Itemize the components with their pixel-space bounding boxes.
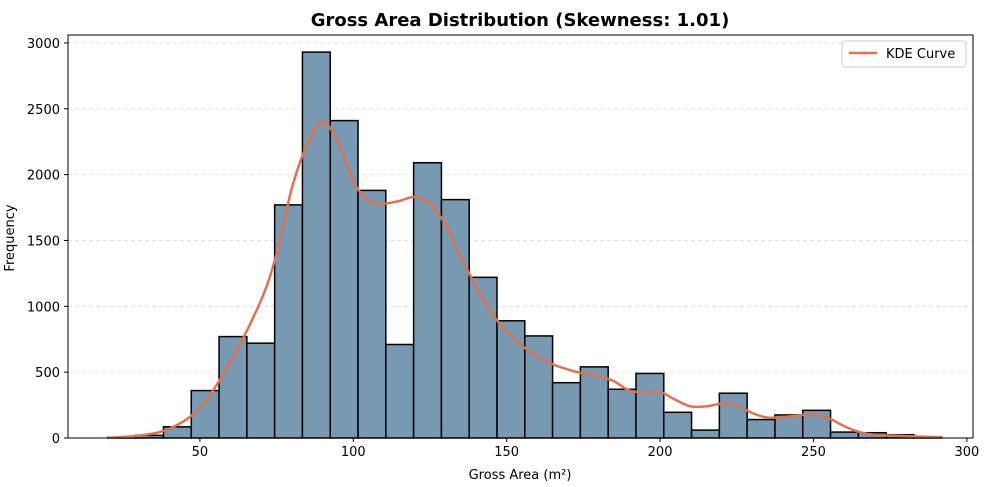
x-axis-label: Gross Area (m²) (469, 468, 572, 483)
histogram-bar (635, 372, 665, 439)
legend: KDE Curve (841, 40, 967, 68)
histogram-bar (246, 342, 276, 439)
y-tick-label: 2000 (27, 169, 60, 184)
histogram-bar (746, 418, 776, 439)
histogram-bar (357, 189, 387, 439)
plot-frame (67, 34, 974, 439)
y-tick-label: 3000 (27, 37, 60, 52)
legend-label-kde: KDE Curve (886, 47, 955, 62)
ticks-layer: 50 100 150 200 250 30005001000150020002500300… (27, 37, 979, 460)
x-tick-label: 50 (192, 445, 209, 460)
y-tick-label: 0 (52, 432, 60, 447)
bars-layer (107, 51, 943, 439)
histogram-bar (607, 388, 637, 439)
histogram-bar (663, 411, 693, 439)
histogram-bar (190, 389, 220, 439)
x-tick-label: 300 (954, 445, 979, 460)
histogram-bar (440, 198, 470, 439)
kde-layer (107, 120, 943, 439)
legend-box (841, 40, 967, 68)
histogram-bar (524, 335, 554, 439)
x-tick-label: 250 (801, 445, 826, 460)
y-axis-label: Frequency (3, 204, 18, 271)
chart-title: Gross Area Distribution (Skewness: 1.01) (311, 10, 730, 31)
y-tick-label: 1500 (27, 234, 60, 249)
y-tick-label: 2500 (27, 103, 60, 118)
x-tick-label: 100 (341, 445, 366, 460)
histogram-bar (385, 343, 415, 439)
kde-curve (107, 120, 943, 439)
histogram-bar (412, 161, 443, 439)
histogram-bar (218, 335, 248, 439)
histogram-bar (496, 320, 526, 439)
histogram-bar (829, 431, 860, 439)
y-tick-label: 1000 (27, 300, 60, 315)
x-tick-label: 150 (494, 445, 519, 460)
histogram-bar (551, 381, 582, 439)
histogram-bar (468, 276, 498, 439)
histogram-bar (301, 51, 331, 439)
histogram-bar (690, 429, 721, 439)
x-tick-label: 200 (648, 445, 673, 460)
histogram-bar (329, 119, 359, 439)
histogram-bar (718, 392, 748, 439)
y-tick-label: 500 (35, 366, 60, 381)
